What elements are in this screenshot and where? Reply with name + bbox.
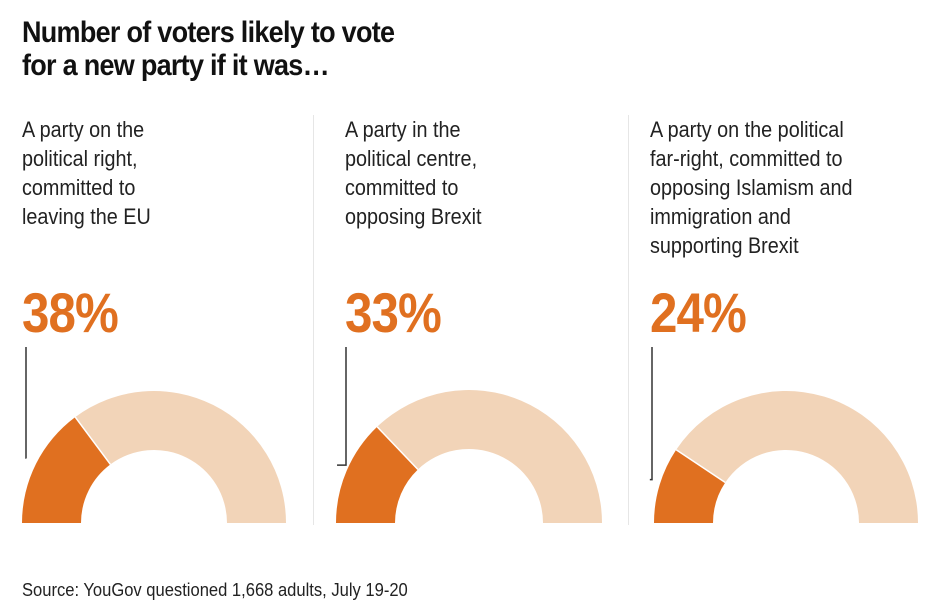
- desc-line: opposing Islamism and: [650, 175, 853, 200]
- leader-line: [649, 347, 653, 481]
- desc-line: leaving the EU: [22, 204, 151, 229]
- desc-line: far-right, committed to: [650, 146, 843, 171]
- desc-line: immigration and: [650, 204, 791, 229]
- panel-right-party: A party on the political right, committe…: [22, 115, 302, 525]
- gauge-value-arc: [654, 449, 726, 523]
- gauge-remainder-arc: [676, 391, 918, 523]
- panel-description: A party on the political far-right, comm…: [650, 115, 853, 260]
- title-line-1: Number of voters likely to vote: [22, 16, 395, 49]
- desc-line: political centre,: [345, 146, 478, 171]
- gauge-separator: [675, 449, 726, 484]
- desc-line: A party on the political: [650, 117, 844, 142]
- desc-line: supporting Brexit: [650, 233, 799, 258]
- value-label: 24%: [650, 281, 747, 344]
- chart-title: Number of voters likely to vote for a ne…: [22, 16, 395, 82]
- gauge-separator: [74, 416, 112, 465]
- desc-line: A party on the: [22, 117, 145, 142]
- gauge-remainder-arc: [75, 391, 286, 523]
- desc-line: A party in the: [345, 117, 461, 142]
- value-label: 33%: [345, 281, 442, 344]
- gauge-remainder-arc: [377, 390, 602, 523]
- panel-centre-party: A party in the political centre, committ…: [345, 115, 625, 525]
- desc-line: opposing Brexit: [345, 204, 482, 229]
- title-line-2: for a new party if it was…: [22, 49, 330, 82]
- gauge-value-arc: [336, 426, 418, 523]
- panel-far-right-party: A party on the political far-right, comm…: [650, 115, 940, 525]
- panel-divider: [628, 115, 629, 525]
- desc-line: committed to: [22, 175, 136, 200]
- desc-line: committed to: [345, 175, 459, 200]
- desc-line: political right,: [22, 146, 138, 171]
- panel-description: A party on the political right, committe…: [22, 115, 151, 231]
- panel-description: A party in the political centre, committ…: [345, 115, 481, 231]
- panel-divider: [313, 115, 314, 525]
- leader-line: [337, 347, 347, 466]
- gauge-separator: [376, 426, 419, 470]
- source-note: Source: YouGov questioned 1,668 adults, …: [22, 580, 408, 600]
- value-label: 38%: [22, 281, 119, 344]
- gauge-value-arc: [22, 417, 111, 523]
